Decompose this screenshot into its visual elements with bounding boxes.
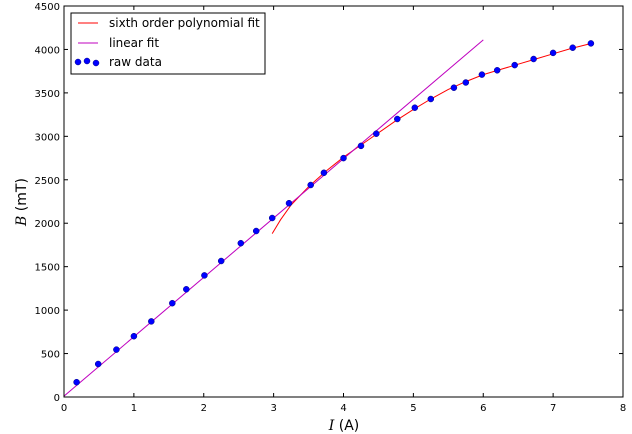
legend-marker-raw-3: [92, 59, 100, 67]
raw-data-point: [493, 67, 501, 74]
raw-data-point: [357, 142, 365, 150]
raw-data-point: [587, 40, 595, 47]
x-tick-label: 6: [480, 403, 486, 414]
polynomial-fit-line: [271, 42, 592, 234]
raw-data-point: [148, 318, 155, 325]
raw-data-point: [373, 130, 380, 137]
x-axis-label: I (A): [328, 418, 359, 434]
x-tick-label: 0: [61, 403, 67, 414]
raw-data-point: [427, 95, 435, 103]
legend-marker-raw-2: [83, 57, 91, 65]
legend: sixth order polynomial fit linear fit ra…: [70, 12, 266, 75]
y-axis-label: B (mT): [14, 178, 30, 227]
raw-data-point: [183, 286, 190, 293]
raw-data-point: [94, 360, 102, 368]
raw-data-point: [285, 199, 293, 207]
raw-data-point: [462, 79, 470, 86]
y-tick-label: 2000: [35, 219, 60, 230]
raw-data-point: [252, 227, 260, 235]
y-tick-label: 1500: [35, 263, 60, 274]
x-tick-label: 3: [270, 403, 276, 414]
y-tick-label: 500: [41, 350, 60, 361]
legend-box: [70, 12, 266, 75]
y-tick-label: 0: [54, 393, 60, 404]
raw-data-point: [450, 84, 458, 91]
legend-label-raw: raw data: [109, 55, 162, 69]
y-tick-label: 4000: [35, 45, 60, 56]
y-tick-label: 4500: [35, 2, 60, 13]
legend-label-linear: linear fit: [109, 36, 159, 50]
x-tick-label: 4: [340, 403, 346, 414]
axis-ticks: 0 1 2 3 4 5 6 7 8 0 500 1000 1500 2000 2500 3000 3500 400…: [35, 2, 627, 414]
raw-data-point: [217, 257, 225, 265]
raw-data-point: [340, 154, 347, 162]
raw-data-point: [549, 49, 557, 57]
legend-marker-raw-1: [74, 58, 82, 66]
x-tick-label: 5: [410, 403, 416, 414]
y-tick-label: 1000: [35, 306, 60, 317]
raw-data-point: [569, 44, 576, 51]
raw-data-point: [201, 272, 208, 279]
y-tick-label: 3500: [35, 89, 60, 100]
raw-data-point: [73, 378, 80, 386]
raw-data-point: [511, 61, 518, 69]
raw-data-point: [394, 115, 401, 123]
raw-data-point: [411, 104, 419, 111]
raw-data-point: [530, 55, 537, 63]
x-tick-label: 1: [131, 403, 137, 414]
raw-data-point: [237, 239, 245, 247]
raw-data-point: [268, 214, 276, 222]
x-tick-label: 2: [201, 403, 207, 414]
y-tick-label: 2500: [35, 176, 60, 187]
raw-data-point: [113, 346, 120, 353]
x-tick-label: 8: [620, 403, 626, 414]
legend-label-polyfit: sixth order polynomial fit: [109, 16, 260, 30]
raw-data-point: [307, 181, 314, 189]
y-tick-label: 3000: [35, 132, 60, 143]
plot-series: [63, 39, 595, 397]
raw-data-point: [320, 169, 328, 177]
raw-data-point: [130, 332, 138, 340]
raw-data-point: [169, 299, 176, 307]
x-tick-label: 7: [550, 403, 556, 414]
raw-data-point: [478, 71, 486, 78]
